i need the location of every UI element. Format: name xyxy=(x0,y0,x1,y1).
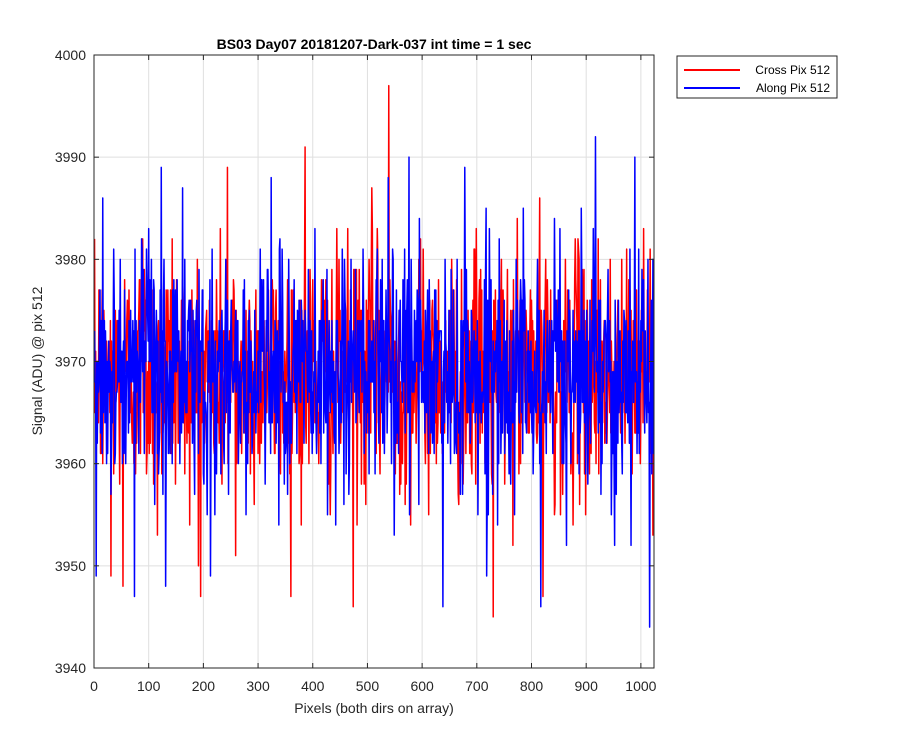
legend-box xyxy=(676,55,838,99)
y-tick-label: 4000 xyxy=(55,47,86,63)
x-tick-label: 700 xyxy=(465,678,489,694)
series-line-along-pix-512 xyxy=(94,135,654,628)
legend-label-along: Along Pix 512 xyxy=(756,81,830,95)
x-tick-label: 400 xyxy=(301,678,325,694)
x-tick-label: 200 xyxy=(192,678,216,694)
series-layer xyxy=(94,84,654,628)
y-tick-label: 3970 xyxy=(55,354,86,370)
x-tick-label: 900 xyxy=(575,678,599,694)
legend[interactable]: Cross Pix 512 Along Pix 512 xyxy=(676,55,838,99)
x-tick-label: 100 xyxy=(137,678,161,694)
x-tick-label: 0 xyxy=(90,678,98,694)
y-axis-label: Signal (ADU) @ pix 512 xyxy=(29,286,45,435)
y-tick-label: 3990 xyxy=(55,149,86,165)
ticks: 0 100 200 300 400 500 600 700 800 900 1000 3940 3950… xyxy=(55,47,657,694)
y-tick-label: 3960 xyxy=(55,456,86,472)
x-tick-label: 500 xyxy=(356,678,380,694)
x-axis-label: Pixels (both dirs on array) xyxy=(294,700,454,716)
y-tick-label: 3980 xyxy=(55,251,86,267)
legend-label-cross: Cross Pix 512 xyxy=(755,63,830,77)
x-tick-label: 1000 xyxy=(625,678,656,694)
chart-title: BS03 Day07 20181207-Dark-037 int time = … xyxy=(217,36,532,52)
x-tick-label: 300 xyxy=(246,678,270,694)
x-tick-label: 600 xyxy=(410,678,434,694)
y-tick-label: 3950 xyxy=(55,558,86,574)
x-tick-label: 800 xyxy=(520,678,544,694)
y-tick-label: 3940 xyxy=(55,660,86,676)
